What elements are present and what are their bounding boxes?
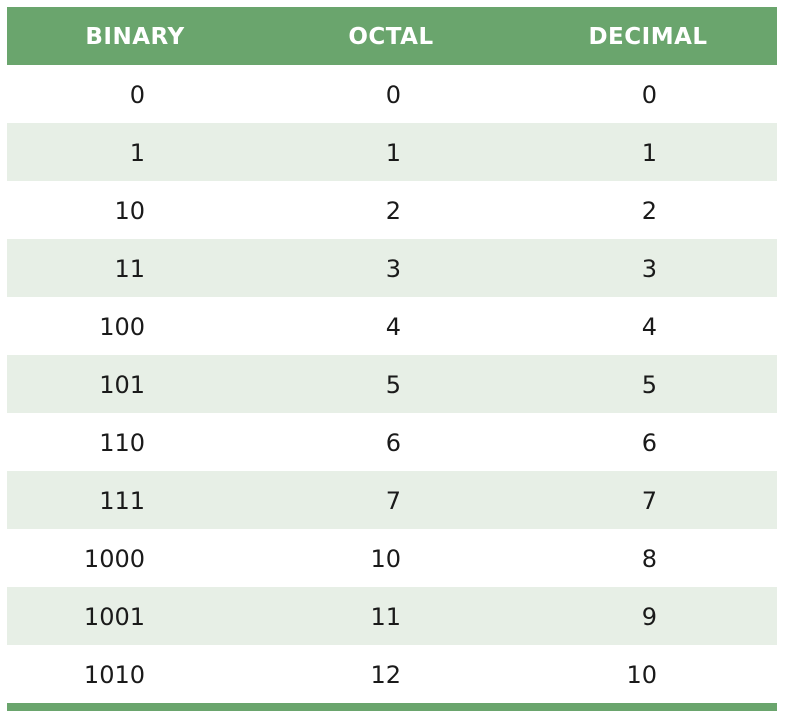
binary-cell: 1000 (83, 545, 145, 573)
octal-cell: 11 (370, 603, 401, 631)
column-header-decimal: DECIMAL (588, 24, 708, 50)
decimal-cell: 8 (641, 545, 657, 573)
decimal-cell: 3 (641, 255, 657, 283)
binary-cell: 111 (99, 487, 145, 515)
binary-cell: 11 (114, 255, 145, 283)
octal-cell: 5 (385, 371, 401, 399)
table-row: 10 2 2 (7, 181, 777, 239)
octal-cell: 2 (385, 197, 401, 225)
table-row: 111 7 7 (7, 471, 777, 529)
table-row: 1010 12 10 (7, 645, 777, 703)
table-row: 100 4 4 (7, 297, 777, 355)
decimal-cell: 6 (641, 429, 657, 457)
table-row: 110 6 6 (7, 413, 777, 471)
column-header-binary: BINARY (85, 24, 185, 50)
decimal-cell: 0 (641, 81, 657, 109)
table-row: 1000 10 8 (7, 529, 777, 587)
binary-cell: 1001 (83, 603, 145, 631)
decimal-cell: 7 (641, 487, 657, 515)
octal-cell: 7 (385, 487, 401, 515)
table-row: 1 1 1 (7, 123, 777, 181)
number-system-table: BINARY OCTAL DECIMAL 0 0 0 1 1 1 10 2 2 … (7, 7, 777, 703)
table-bottom-rule (7, 703, 777, 711)
binary-cell: 1010 (83, 661, 145, 689)
decimal-cell: 10 (626, 661, 657, 689)
octal-cell: 6 (385, 429, 401, 457)
octal-cell: 10 (370, 545, 401, 573)
binary-cell: 101 (99, 371, 145, 399)
octal-cell: 3 (385, 255, 401, 283)
decimal-cell: 5 (641, 371, 657, 399)
binary-cell: 10 (114, 197, 145, 225)
table-row: 0 0 0 (7, 65, 777, 123)
table-row: 1001 11 9 (7, 587, 777, 645)
table-row: 101 5 5 (7, 355, 777, 413)
decimal-cell: 2 (641, 197, 657, 225)
decimal-cell: 1 (641, 139, 657, 167)
table-row: 11 3 3 (7, 239, 777, 297)
column-header-octal: OCTAL (348, 24, 434, 50)
binary-cell: 100 (99, 313, 145, 341)
table-header: BINARY OCTAL DECIMAL (7, 7, 777, 65)
octal-cell: 12 (370, 661, 401, 689)
binary-cell: 0 (129, 81, 145, 109)
decimal-cell: 9 (641, 603, 657, 631)
binary-cell: 1 (129, 139, 145, 167)
octal-cell: 0 (385, 81, 401, 109)
binary-cell: 110 (99, 429, 145, 457)
octal-cell: 4 (385, 313, 401, 341)
decimal-cell: 4 (641, 313, 657, 341)
octal-cell: 1 (385, 139, 401, 167)
